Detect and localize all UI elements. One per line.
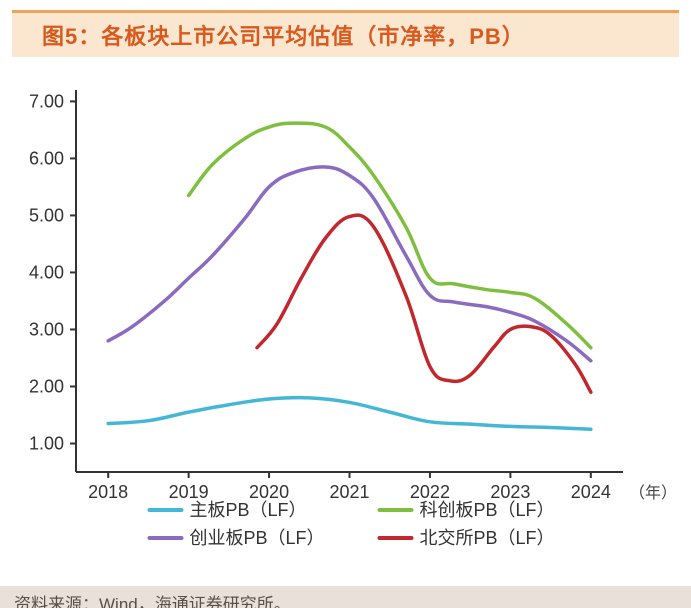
legend-label: 科创板PB（LF） [420,500,555,520]
svg-text:7.00: 7.00 [29,91,64,111]
legend-label: 创业板PB（LF） [190,528,325,548]
source-footer: 资料来源：Wind，海通证券研究所。 [0,586,691,608]
svg-text:3.00: 3.00 [29,319,64,339]
chart-title: 图5：各板块上市公司平均估值（市净率，PB） [12,19,525,51]
svg-text:2023: 2023 [490,482,530,502]
svg-text:2019: 2019 [169,482,209,502]
svg-text:5.00: 5.00 [29,205,64,225]
svg-text:6.00: 6.00 [29,148,64,168]
svg-text:2018: 2018 [88,482,128,502]
svg-text:2022: 2022 [410,482,450,502]
svg-text:（年）: （年） [629,484,677,502]
svg-text:1.00: 1.00 [29,433,64,453]
svg-text:2021: 2021 [329,482,369,502]
chart-area: 1.00 2.00 3.00 4.00 5.00 6.00 7.00 2018 2019 2020… [12,80,679,568]
line-chart-svg: 1.00 2.00 3.00 4.00 5.00 6.00 7.00 2018 2019 2020… [12,80,679,568]
figure-container: 图5：各板块上市公司平均估值（市净率，PB） 1.00 2.00 3.00 4.00 5… [0,10,691,608]
legend-label: 北交所PB（LF） [420,528,555,548]
svg-text:2024: 2024 [571,482,611,502]
series-line [108,398,591,430]
svg-text:2020: 2020 [249,482,289,502]
series-line [189,123,591,348]
title-bar: 图5：各板块上市公司平均估值（市净率，PB） [12,10,679,57]
svg-text:4.00: 4.00 [29,262,64,282]
legend-label: 主板PB（LF） [190,500,307,520]
series-line [108,167,591,361]
svg-text:2.00: 2.00 [29,376,64,396]
source-text: 资料来源：Wind，海通证券研究所。 [14,590,291,608]
